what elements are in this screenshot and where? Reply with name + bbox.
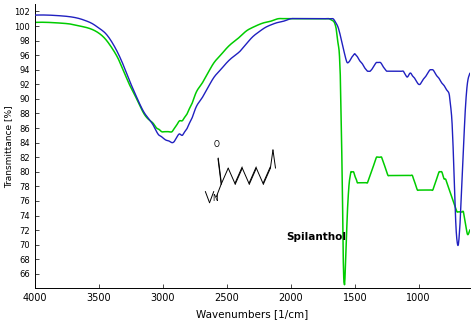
X-axis label: Wavenumbers [1/cm]: Wavenumbers [1/cm]: [196, 309, 309, 319]
Text: N: N: [212, 194, 218, 203]
Y-axis label: Transmittance [%]: Transmittance [%]: [4, 105, 13, 188]
Text: O: O: [213, 140, 219, 149]
Text: Spilanthol: Spilanthol: [286, 232, 346, 242]
